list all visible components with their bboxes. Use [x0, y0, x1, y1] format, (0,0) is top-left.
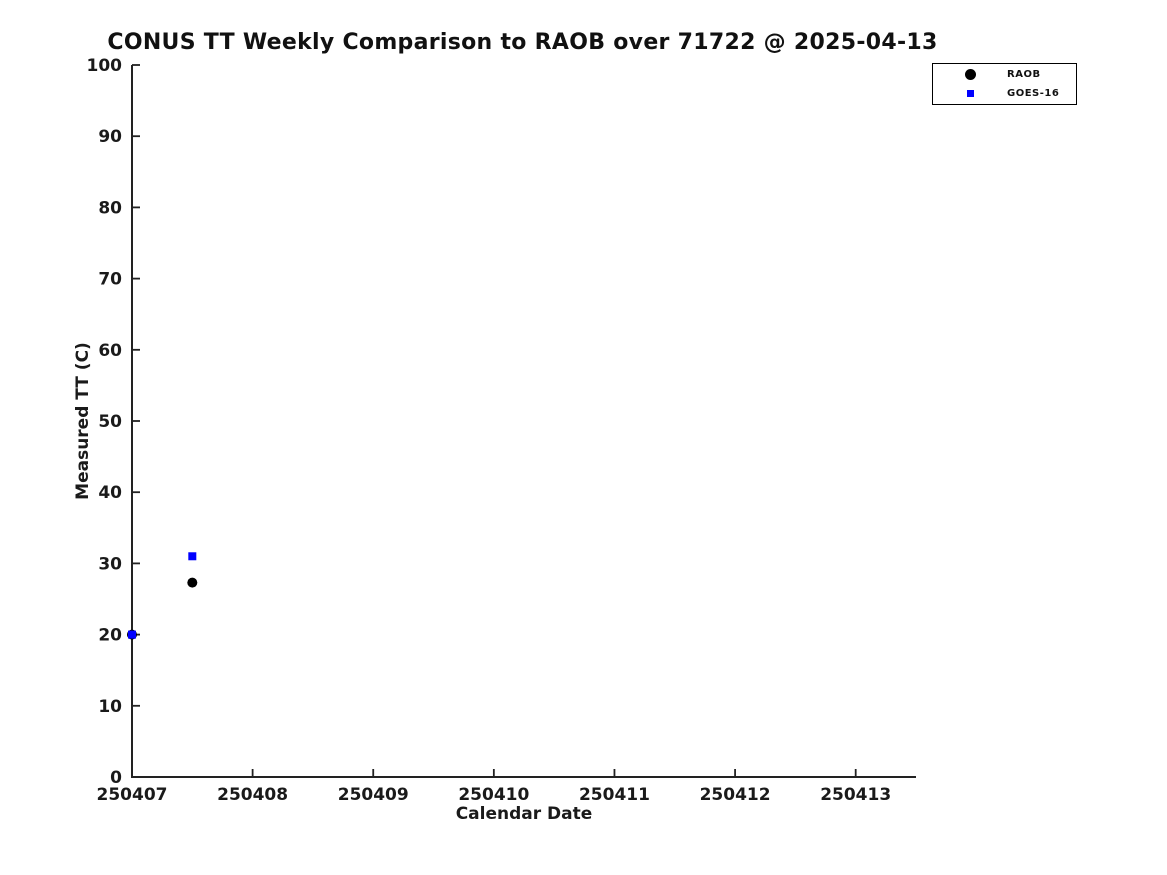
- y-tick-label: 20: [98, 626, 122, 646]
- x-axis-label: Calendar Date: [455, 804, 593, 824]
- chart-title: CONUS TT Weekly Comparison to RAOB over …: [107, 30, 938, 55]
- data-point-goes-16: [128, 630, 136, 639]
- raob-circle-marker-icon: [964, 69, 976, 81]
- x-tick-label: 250407: [97, 785, 168, 805]
- data-point-goes-16: [188, 552, 197, 561]
- x-tick-label: 250411: [579, 785, 650, 805]
- y-tick-label: 0: [110, 768, 122, 788]
- legend-label-raob: RAOB: [1007, 69, 1041, 81]
- y-tick-label: 50: [98, 412, 122, 432]
- y-tick-label: 30: [98, 554, 122, 574]
- y-tick-label: 70: [98, 270, 122, 290]
- legend: RAOB GOES-16: [932, 63, 1077, 105]
- y-tick-label: 40: [98, 483, 122, 503]
- legend-marker-cell: [933, 69, 1007, 81]
- y-tick-label: 100: [87, 56, 123, 76]
- legend-item-goes16: GOES-16: [933, 86, 1076, 101]
- legend-label-goes16: GOES-16: [1007, 87, 1060, 99]
- x-tick-label: 250408: [217, 785, 288, 805]
- y-tick-label: 80: [98, 198, 122, 218]
- goes16-square-marker-icon: [966, 89, 974, 97]
- x-tick-label: 250413: [820, 785, 891, 805]
- data-point-raob: [187, 577, 198, 588]
- legend-marker-cell: [933, 89, 1007, 97]
- x-tick-label: 250409: [338, 785, 409, 805]
- y-tick-label: 10: [98, 697, 122, 717]
- legend-item-raob: RAOB: [933, 67, 1076, 82]
- x-tick-label: 250412: [700, 785, 771, 805]
- y-tick-label: 60: [98, 341, 122, 361]
- y-tick-label: 90: [98, 127, 122, 147]
- x-tick-label: 250410: [458, 785, 529, 805]
